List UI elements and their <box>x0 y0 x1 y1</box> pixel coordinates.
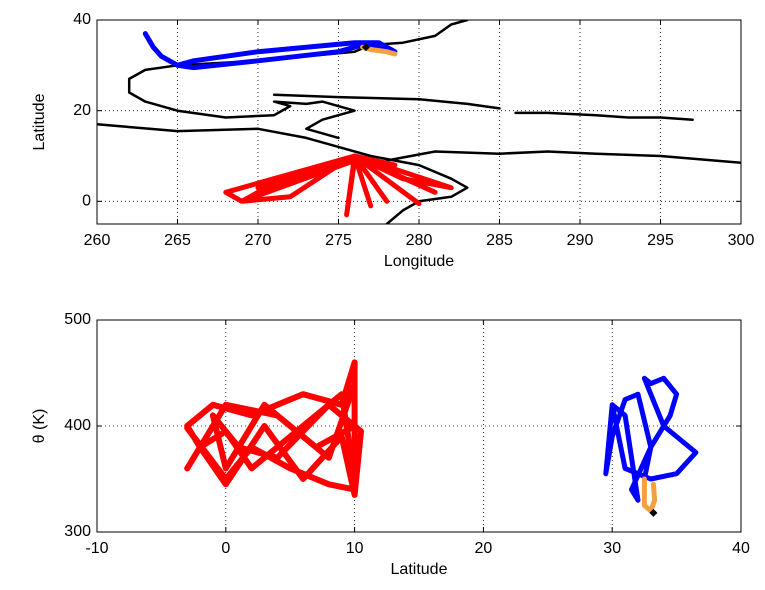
y-tick-label: 40 <box>73 11 91 28</box>
y-axis-label: Latitude <box>31 93 48 150</box>
x-tick-label: 295 <box>647 232 674 249</box>
x-tick-label: 40 <box>732 540 750 557</box>
plot-area <box>97 20 741 224</box>
x-tick-label: 0 <box>221 540 230 557</box>
y-tick-label: 0 <box>82 193 91 210</box>
x-tick-label: 290 <box>567 232 594 249</box>
y-tick-label: 20 <box>73 102 91 119</box>
y-tick-label: 300 <box>64 523 91 540</box>
track-line <box>641 476 658 514</box>
x-tick-label: -10 <box>85 540 108 557</box>
x-tick-label: 260 <box>84 232 111 249</box>
x-tick-label: 285 <box>486 232 513 249</box>
y-axis-label: θ (K) <box>31 409 48 444</box>
track-line <box>223 153 454 218</box>
x-tick-label: 20 <box>475 540 493 557</box>
x-tick-label: 270 <box>245 232 272 249</box>
axes-frame <box>96 19 742 225</box>
x-tick-label: 265 <box>164 232 191 249</box>
x-axis-label: Longitude <box>384 253 454 270</box>
marker <box>361 43 370 52</box>
track-line <box>184 359 364 498</box>
plot-area <box>184 359 699 517</box>
x-axis-label: Latitude <box>391 561 448 578</box>
x-tick-label: 30 <box>603 540 621 557</box>
y-tick-label: 400 <box>64 417 91 434</box>
x-tick-label: 280 <box>406 232 433 249</box>
x-tick-label: 275 <box>325 232 352 249</box>
marker <box>649 508 658 517</box>
y-tick-label: 500 <box>64 311 91 328</box>
track-line <box>97 20 741 224</box>
track-line <box>603 375 699 503</box>
x-tick-label: 10 <box>346 540 364 557</box>
x-tick-label: 300 <box>728 232 755 249</box>
